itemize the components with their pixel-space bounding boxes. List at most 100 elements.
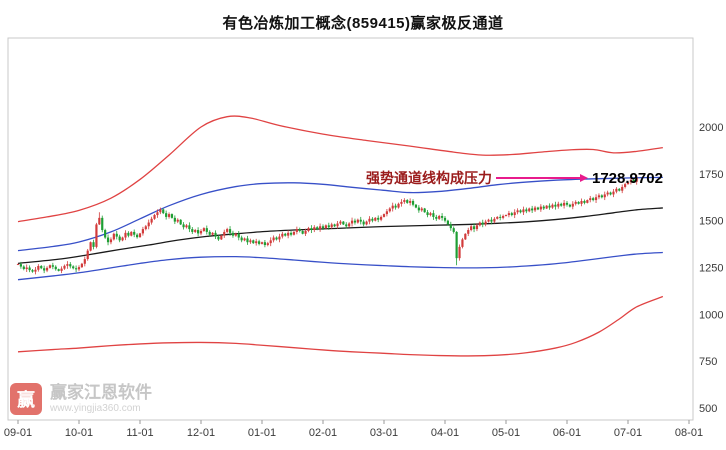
x-tick-label: 05-01: [492, 427, 520, 439]
candle-body: [252, 240, 255, 244]
y-tick-label: 1500: [699, 216, 723, 228]
candle-body: [269, 240, 272, 244]
x-tick-label: 09-01: [4, 427, 32, 439]
candle-body: [394, 205, 397, 208]
candle-body: [301, 230, 304, 234]
candle-body: [562, 202, 566, 206]
candle-body: [612, 191, 615, 195]
candle-body: [104, 230, 107, 238]
candle-body: [510, 213, 513, 216]
watermark-text: 赢家江恩软件 www.yingjia360.com: [50, 383, 152, 415]
candle-body: [487, 219, 490, 222]
candle-body: [522, 209, 525, 213]
candle-body: [231, 232, 235, 236]
candle-body: [577, 201, 580, 204]
channel-line-middle-black: [17, 207, 663, 265]
candle-body: [318, 226, 322, 230]
candle-body: [539, 206, 542, 210]
candle-body: [632, 179, 635, 182]
candle-body: [141, 229, 145, 234]
candle-body: [580, 200, 583, 204]
y-tick-label: 750: [699, 356, 717, 368]
candle-body: [266, 243, 269, 246]
candle-body: [118, 236, 121, 241]
channel-line-lower-outer-red: [17, 295, 664, 357]
candle-body: [106, 237, 110, 243]
logo-glyph: 赢: [17, 390, 35, 410]
candle-body: [420, 208, 423, 211]
pressure-annotation: 强势通道线构成压力 1728.9702: [366, 168, 663, 188]
candle-body: [188, 225, 191, 230]
candle-body: [400, 201, 403, 204]
candle-body: [112, 233, 115, 240]
candle-body: [167, 214, 171, 217]
candle-body: [121, 237, 124, 241]
channel-line-upper-outer-red: [17, 115, 663, 223]
candle-body: [528, 208, 531, 212]
candle-body: [211, 232, 214, 235]
candle-body: [490, 219, 493, 222]
candle-body: [28, 267, 31, 271]
candle-body: [321, 226, 325, 229]
candle-body: [199, 230, 203, 234]
candle-body: [388, 208, 391, 212]
candle-body: [179, 219, 182, 225]
candle-body: [66, 264, 69, 266]
x-tick-label: 06-01: [553, 427, 581, 439]
candle-body: [554, 204, 557, 207]
candle-body: [272, 237, 275, 241]
candle-body: [95, 224, 98, 247]
candle-body: [423, 208, 426, 213]
candle-body: [77, 267, 81, 270]
candle-body: [615, 188, 618, 192]
arrow-right-icon: [496, 174, 588, 182]
candle-body: [196, 230, 200, 234]
x-tick-label: 07-01: [614, 427, 642, 439]
candle-body: [16, 264, 20, 266]
y-tick-label: 500: [699, 403, 717, 415]
candle-body: [194, 230, 197, 232]
candle-body: [417, 207, 420, 211]
candle-body: [25, 267, 28, 269]
candle-body: [284, 233, 287, 236]
candle-body: [130, 231, 133, 236]
candle-body: [446, 220, 450, 225]
candle-body: [327, 225, 330, 228]
candle-body: [362, 221, 365, 225]
candle-body: [45, 267, 49, 271]
candle-body: [342, 221, 345, 225]
watermark-url: www.yingjia360.com: [50, 403, 141, 414]
candle-body: [324, 225, 328, 229]
candle-body: [182, 224, 185, 228]
candle-body: [621, 186, 624, 191]
candle-body: [43, 268, 46, 271]
arrow-shaft: [496, 177, 580, 179]
annotation-text: 强势通道线构成压力: [366, 170, 492, 186]
candle-body: [406, 200, 409, 203]
candle-body: [72, 266, 75, 269]
candle-body: [493, 218, 496, 222]
candle-body: [426, 212, 429, 216]
x-tick-label: 08-01: [675, 427, 703, 439]
candle-body: [339, 221, 342, 224]
candle-body: [531, 208, 534, 211]
candle-body: [176, 219, 179, 222]
candle-body: [173, 217, 176, 222]
candle-body: [397, 203, 400, 208]
candle-body: [246, 238, 249, 243]
candle-body: [504, 215, 508, 216]
candle-body: [165, 213, 168, 217]
candle-body: [80, 263, 84, 268]
candle-body: [472, 226, 476, 230]
candle-body: [336, 223, 339, 227]
chart-title: 有色冶炼加工概念(859415)赢家极反通道: [222, 15, 504, 32]
candle-body: [249, 240, 252, 243]
candle-body: [548, 205, 551, 208]
candle-body: [37, 266, 40, 270]
candle-body: [208, 231, 211, 235]
candle-body: [310, 228, 313, 231]
candle-body: [609, 192, 612, 195]
y-tick-label: 2000: [699, 122, 723, 134]
candle-body: [519, 210, 522, 213]
